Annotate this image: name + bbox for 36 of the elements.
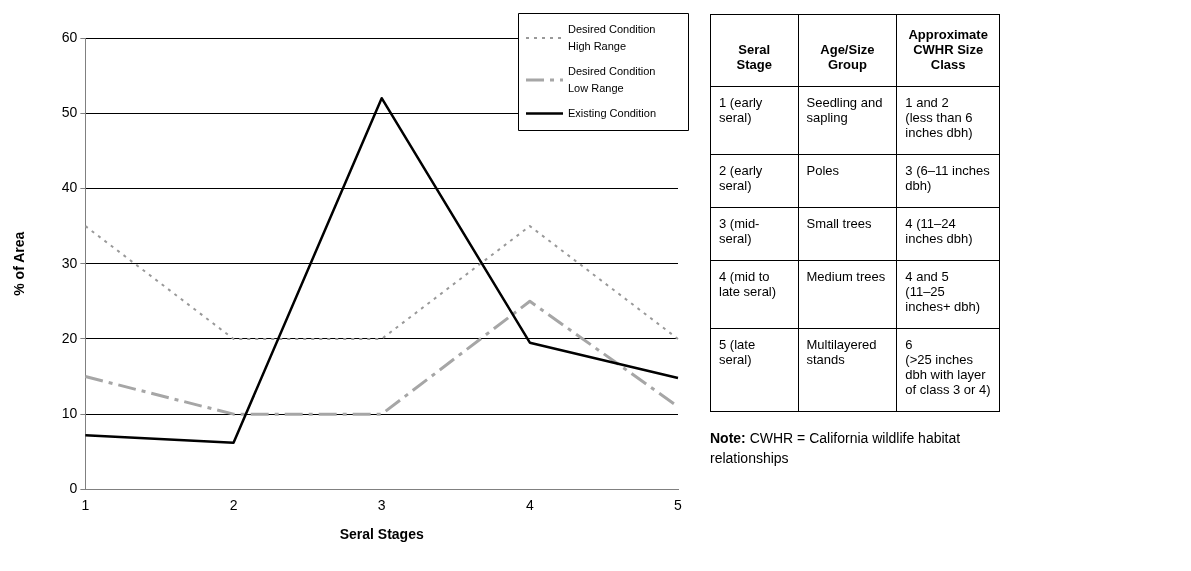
text: Note: CWHR = California wildlife habitat relationships xyxy=(710,429,962,468)
text: Poles xyxy=(806,163,840,178)
category-label: Age/Size Group xyxy=(798,14,897,87)
text: 5 (late seral) xyxy=(719,337,756,367)
y-tick-label: 40 xyxy=(61,179,78,196)
text: 2 (early seral) xyxy=(719,163,763,193)
x-tick-label: 2 xyxy=(229,496,238,513)
text: Seedling and sapling xyxy=(806,95,883,125)
legend-label: Desired Condition High Range xyxy=(568,22,656,52)
y-tick-label: 0 xyxy=(69,480,78,497)
legend-label: Desired Condition Low Range xyxy=(568,64,656,94)
legend-label: Existing Condition xyxy=(568,106,657,119)
text: 3 (mid-seral) xyxy=(719,216,760,246)
y-tick-label: 10 xyxy=(61,405,78,422)
text: 6 (>25 inches dbh with layer of class 3 or 4) xyxy=(905,337,991,397)
category-label: Seral Stage xyxy=(710,14,798,87)
category-label: Approximate CWHR Size Class xyxy=(896,14,1000,87)
text: 4 (11–24 inches dbh) xyxy=(905,216,973,246)
text: 3 (6–11 inches dbh) xyxy=(905,163,990,193)
y-tick-label: 60 xyxy=(61,28,78,45)
text: Small trees xyxy=(806,216,872,231)
y-axis-title: % of Area xyxy=(11,231,28,296)
y-tick-label: 50 xyxy=(61,104,78,121)
x-tick-label: 3 xyxy=(377,496,386,513)
text: 1 (early seral) xyxy=(719,95,763,125)
text: 1 and 2 (less than 6 inches dbh) xyxy=(905,95,973,140)
x-axis-title: Seral Stages xyxy=(339,526,424,543)
text: Multilayered stands xyxy=(806,337,877,367)
text: 4 and 5 (11–25 inches+ dbh) xyxy=(905,269,981,314)
text: Medium trees xyxy=(806,269,886,284)
x-tick-label: 5 xyxy=(674,496,683,513)
y-tick-label: 30 xyxy=(61,254,78,271)
y-tick-label: 20 xyxy=(61,329,78,346)
x-tick-label: 4 xyxy=(525,496,534,513)
x-tick-label: 1 xyxy=(81,496,90,513)
text: 4 (mid to late seral) xyxy=(719,269,777,299)
